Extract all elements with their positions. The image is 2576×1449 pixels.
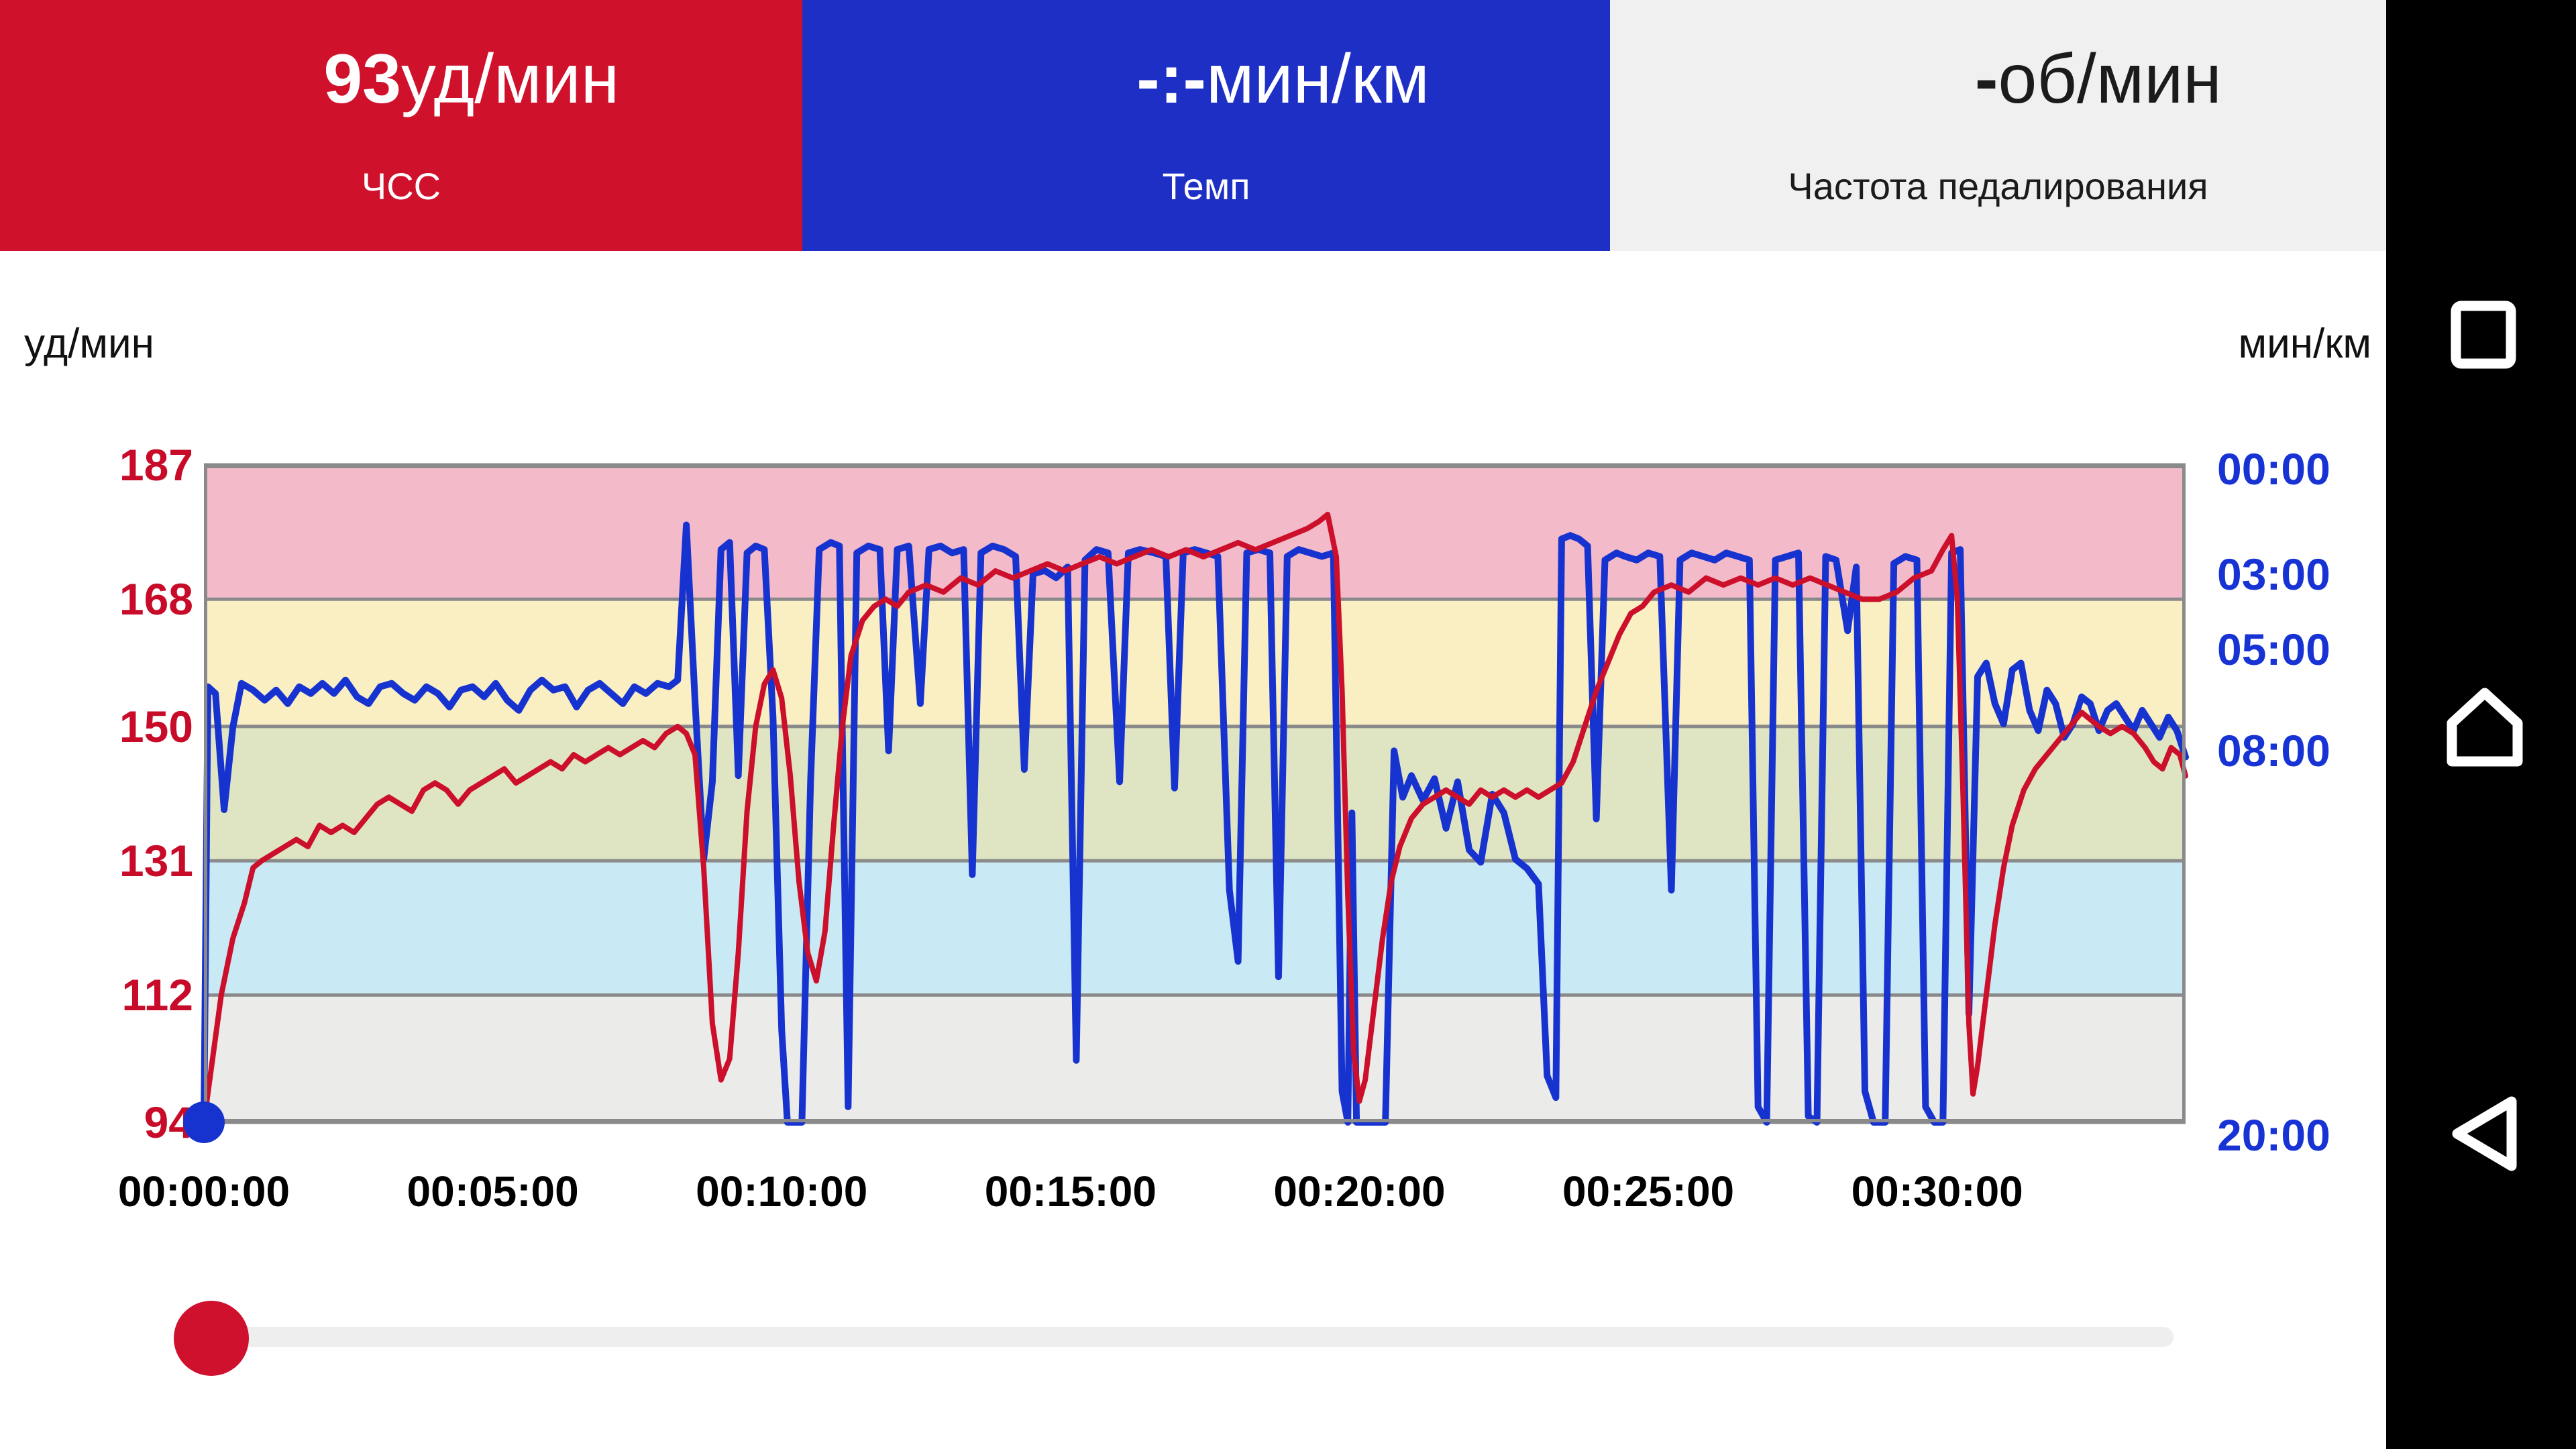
heart-rate-number: 93 [323, 40, 401, 118]
playback-slider-track[interactable] [208, 1327, 2174, 1347]
pace-number: -:- [1136, 40, 1206, 118]
cadence-number: - [1974, 40, 1998, 118]
cadence-unit: об/мин [1998, 40, 2222, 118]
hr-tick-150: 150 [119, 701, 193, 751]
playback-slider-thumb[interactable] [174, 1301, 249, 1376]
right-axis-unit-label: мин/км [2238, 321, 2371, 367]
recents-square-icon [2450, 301, 2517, 372]
android-navbar [2386, 0, 2576, 1449]
tab-pace[interactable]: -:- мин/км Темп [802, 0, 1610, 251]
time-tick-00:05:00: 00:05:00 [407, 1167, 579, 1216]
pace-unit: мин/км [1206, 40, 1430, 118]
heart-rate-unit: уд/мин [401, 40, 620, 118]
home-button[interactable] [2447, 688, 2523, 769]
hr-pace-chart-plot[interactable] [183, 463, 2189, 1143]
pace-tick-08:00: 08:00 [2217, 726, 2330, 776]
tab-heart-rate[interactable]: 93 уд/мин ЧСС [0, 0, 802, 251]
pace-value: -:- мин/км [802, 35, 1610, 123]
back-triangle-icon [2449, 1096, 2518, 1173]
home-house-icon [2447, 688, 2523, 769]
hr-tick-94: 94 [144, 1097, 193, 1147]
pace-label: Темп [1162, 165, 1250, 207]
time-tick-00:30:00: 00:30:00 [1851, 1167, 2023, 1216]
pace-tick-05:00: 05:00 [2217, 625, 2330, 675]
time-tick-00:15:00: 00:15:00 [984, 1167, 1157, 1216]
time-tick-00:25:00: 00:25:00 [1562, 1167, 1735, 1216]
heart-rate-label: ЧСС [361, 165, 441, 207]
chart-region: уд/мин мин/км 187 168 150 131 112 94 00:00 03:… [0, 251, 2386, 1449]
time-tick-00:00:00: 00:00:00 [117, 1167, 290, 1216]
recents-button[interactable] [2447, 295, 2520, 376]
pace-tick-20:00: 20:00 [2217, 1110, 2330, 1160]
back-button[interactable] [2447, 1094, 2520, 1175]
pace-tick-03:00: 03:00 [2217, 549, 2330, 599]
pace-tick-00:00: 00:00 [2217, 443, 2330, 494]
heart-rate-value: 93 уд/мин [0, 35, 802, 123]
cadence-value: - об/мин [1610, 35, 2386, 123]
hr-tick-168: 168 [119, 574, 193, 625]
hr-tick-112: 112 [121, 970, 193, 1020]
hr-tick-187: 187 [119, 440, 193, 490]
left-axis-unit-label: уд/мин [24, 321, 154, 367]
time-tick-00:10:00: 00:10:00 [696, 1167, 868, 1216]
metric-tabs: 93 уд/мин ЧСС -:- мин/км Темп - об/мин Ч… [0, 0, 2386, 251]
time-tick-00:20:00: 00:20:00 [1273, 1167, 1446, 1216]
cadence-label: Частота педалирования [1788, 165, 2208, 207]
hr-tick-131: 131 [119, 836, 193, 886]
tab-cadence[interactable]: - об/мин Частота педалирования [1610, 0, 2386, 251]
